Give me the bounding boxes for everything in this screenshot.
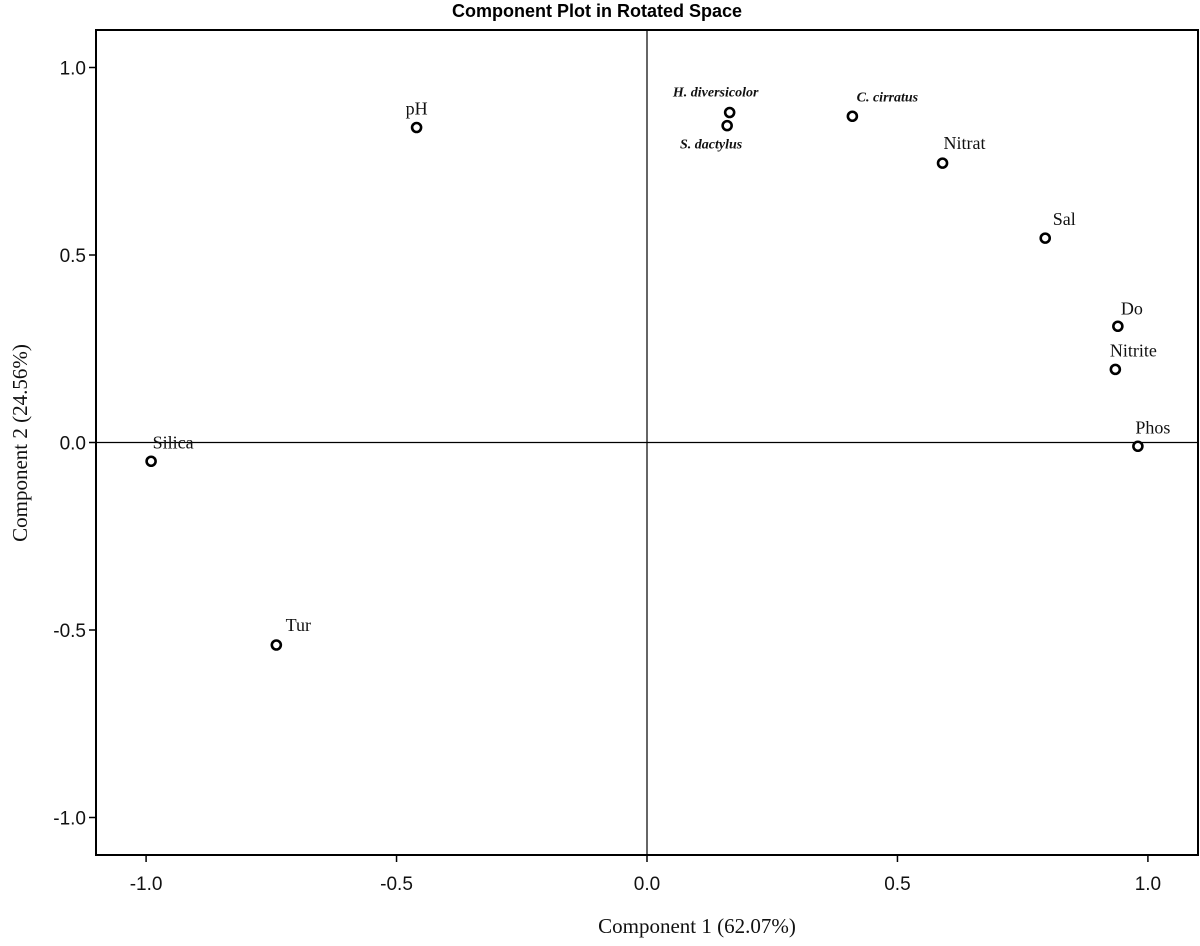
point-label-nitrat: Nitrat: [944, 133, 986, 153]
points-layer: pH H. diversicolor S. dactylus C. cirratus N…: [145, 86, 1170, 651]
x-axis-variance: (62.07%): [717, 914, 796, 938]
point-label-do: Do: [1121, 298, 1143, 318]
point-marker-do: [1112, 320, 1124, 333]
point-label-s-dactylus: S. dactylus: [680, 138, 743, 153]
y-axis: -1.0 -0.5 0.0 0.5 1.0: [53, 59, 96, 830]
y-tick-label: 0.0: [60, 434, 86, 455]
point-marker-tur: [270, 639, 283, 651]
point-marker-nitrat: [936, 157, 949, 169]
y-tick-label: -1.0: [53, 809, 86, 830]
y-tick-label: -0.5: [53, 621, 86, 642]
chart-title: Component Plot in Rotated Space: [452, 1, 742, 21]
x-tick-label: 1.0: [1135, 874, 1161, 895]
x-axis-label: Component 1: [598, 914, 712, 938]
x-tick-label: 0.0: [634, 874, 660, 895]
point-marker-h-diversicolor: [723, 106, 736, 119]
point-label-c-cirratus: C. cirratus: [857, 90, 919, 105]
y-axis-variance: (24.56%): [8, 344, 32, 423]
point-marker-c-cirratus: [846, 110, 859, 123]
point-label-h-diversicolor: H. diversicolor: [672, 86, 759, 101]
point-label-ph: pH: [406, 99, 428, 119]
y-axis-title: Component 2 (24.56%): [8, 344, 32, 542]
point-marker-nitrite: [1109, 363, 1122, 376]
x-axis: -1.0 -0.5 0.0 0.5 1.0: [130, 855, 1161, 895]
point-marker-s-dactylus: [721, 119, 733, 132]
y-axis-label: Component 2: [8, 428, 32, 542]
point-marker-phos: [1132, 440, 1144, 453]
point-label-nitrite: Nitrite: [1110, 340, 1157, 360]
point-label-phos: Phos: [1135, 417, 1170, 437]
point-marker-ph: [410, 121, 423, 134]
point-label-silica: Silica: [153, 432, 194, 452]
point-marker-silica: [145, 455, 157, 468]
x-tick-label: 0.5: [884, 874, 910, 895]
point-label-tur: Tur: [286, 615, 311, 635]
x-tick-label: -0.5: [380, 874, 413, 895]
x-tick-label: -1.0: [130, 874, 163, 895]
y-tick-label: 0.5: [60, 246, 86, 267]
point-marker-sal: [1039, 232, 1052, 244]
y-tick-label: 1.0: [60, 59, 86, 80]
point-label-sal: Sal: [1053, 209, 1076, 229]
x-axis-title: Component 1 (62.07%): [598, 914, 796, 938]
